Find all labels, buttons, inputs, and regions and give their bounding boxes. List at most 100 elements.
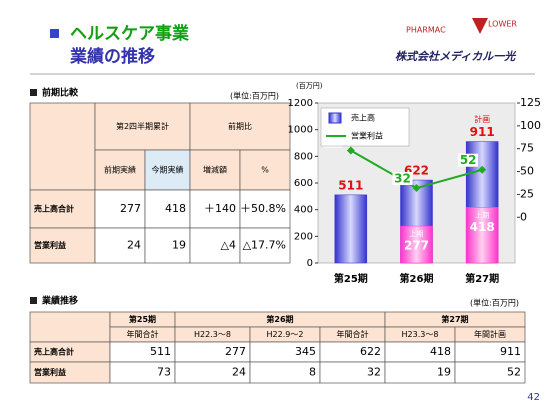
cell-text: 418 xyxy=(165,202,186,215)
cell-text: 年間合計 xyxy=(127,329,159,339)
y-tick-label: 1200 xyxy=(288,98,313,109)
label-bg xyxy=(458,153,479,167)
title-bullet xyxy=(50,29,59,38)
data-label: 511 xyxy=(338,178,363,192)
unit: (単位:百万円) xyxy=(230,91,279,101)
legend-swatch xyxy=(328,112,342,124)
y-tick-label: 800 xyxy=(294,151,313,162)
line-point xyxy=(346,146,355,155)
legend-label: 売上高 xyxy=(351,113,375,123)
cell-text: 52 xyxy=(507,366,521,379)
table-cell xyxy=(94,149,146,191)
x-tick-label: 第26期 xyxy=(400,272,434,285)
y-tick-label: 400 xyxy=(294,205,313,216)
title: ヘルスケア事業 xyxy=(70,23,189,44)
bullet xyxy=(30,89,37,96)
bullet xyxy=(30,297,37,304)
cell-text: 前期比 xyxy=(228,121,252,131)
cell-text: 第2四半期累計 xyxy=(116,121,169,131)
cell-text: H22.3～8 xyxy=(194,330,231,339)
cell-text: 第27期 xyxy=(441,314,468,324)
company: 株式会社メディカル一光 xyxy=(395,50,517,63)
table-cell xyxy=(29,102,96,191)
logo: LOWER xyxy=(488,20,517,29)
y2-tick-label: 0 xyxy=(520,210,527,223)
cell-text: 年間計画 xyxy=(474,329,506,339)
cell-text: 32 xyxy=(367,366,381,379)
logo: PHARMAC xyxy=(406,26,446,35)
data-label: 32 xyxy=(394,172,411,186)
y-tick-label: 600 xyxy=(294,178,313,189)
cell-text: % xyxy=(261,166,269,175)
cell-text: ＋140 xyxy=(204,202,236,215)
cell-text: 622 xyxy=(360,345,381,358)
cell-text: 8 xyxy=(309,366,316,379)
bar-series-label: 上期 xyxy=(410,229,424,238)
cell-text: ＋50.8% xyxy=(240,202,286,215)
cell-text: △4 xyxy=(221,239,236,252)
y2-tick-label: 125 xyxy=(520,96,541,109)
x-tick-label: 第25期 xyxy=(334,272,368,285)
table-cell xyxy=(239,189,291,229)
unit: (単位:百万円) xyxy=(470,298,519,308)
annotation: 計画 xyxy=(474,114,490,124)
bar xyxy=(334,194,368,264)
bar-series-label: 上期 xyxy=(475,210,489,219)
table-cell xyxy=(94,102,191,151)
legend-label: 営業利益 xyxy=(351,131,383,141)
cell-text: 911 xyxy=(500,345,521,358)
cell-text: 今期実績 xyxy=(152,165,184,175)
page-number: 42 xyxy=(527,392,540,403)
subtitle: 業績の推移 xyxy=(70,46,155,67)
table-cell xyxy=(29,311,111,343)
logo-mark xyxy=(472,18,488,34)
cell-text: 19 xyxy=(437,366,451,379)
y-tick-label: 200 xyxy=(294,231,313,242)
cell-text: 第25期 xyxy=(129,314,156,324)
x-tick-label: 第27期 xyxy=(465,272,499,285)
table-cell xyxy=(239,149,291,191)
y-tick-label: 1000 xyxy=(288,125,313,136)
cell-text: 24 xyxy=(232,366,246,379)
cell-text: 277 xyxy=(120,202,141,215)
label-bg xyxy=(392,172,413,186)
cell-text: 24 xyxy=(127,239,141,252)
y2-tick-label: 25 xyxy=(520,187,534,200)
table-cell xyxy=(94,227,146,264)
cell-text: 第26期 xyxy=(266,314,293,324)
y2-tick-label: 100 xyxy=(520,119,541,132)
cell-text: H22.9～2 xyxy=(267,330,304,339)
table-cell xyxy=(189,149,241,191)
cell-text: △17.7% xyxy=(243,239,286,252)
cell-text: 売上高合計 xyxy=(34,204,74,214)
cell-text: 418 xyxy=(430,345,451,358)
section-title: 業績推移 xyxy=(41,295,78,307)
line-point xyxy=(412,184,421,193)
y-tick-label: 0 xyxy=(307,258,313,269)
table-cell xyxy=(189,227,241,264)
data-label: 277 xyxy=(404,239,429,253)
cell-text: 売上高合計 xyxy=(34,347,74,357)
cell-text: 73 xyxy=(157,366,171,379)
cell-text: 年間合計 xyxy=(337,329,369,339)
cell-text: 営業利益 xyxy=(34,367,66,377)
data-label: 52 xyxy=(460,153,477,167)
bar xyxy=(400,225,433,264)
data-label: 911 xyxy=(470,125,495,139)
cell-text: 511 xyxy=(150,345,171,358)
cell-text: 増減額 xyxy=(203,165,227,175)
y-axis-title: (百万円) xyxy=(296,82,323,90)
table-cell xyxy=(29,189,96,229)
cell-text: 277 xyxy=(225,345,246,358)
section-title: 前期比較 xyxy=(42,87,79,99)
cell-text: 営業利益 xyxy=(34,240,66,250)
cell-text: 19 xyxy=(172,239,186,252)
table-cell xyxy=(239,227,291,264)
table-cell xyxy=(144,189,191,229)
y2-tick-label: 75 xyxy=(520,142,534,155)
data-label: 418 xyxy=(470,220,495,234)
cell-text: H23.3～8 xyxy=(402,330,439,339)
cell-text: 345 xyxy=(295,345,316,358)
cell-text: 前期実績 xyxy=(104,165,136,175)
